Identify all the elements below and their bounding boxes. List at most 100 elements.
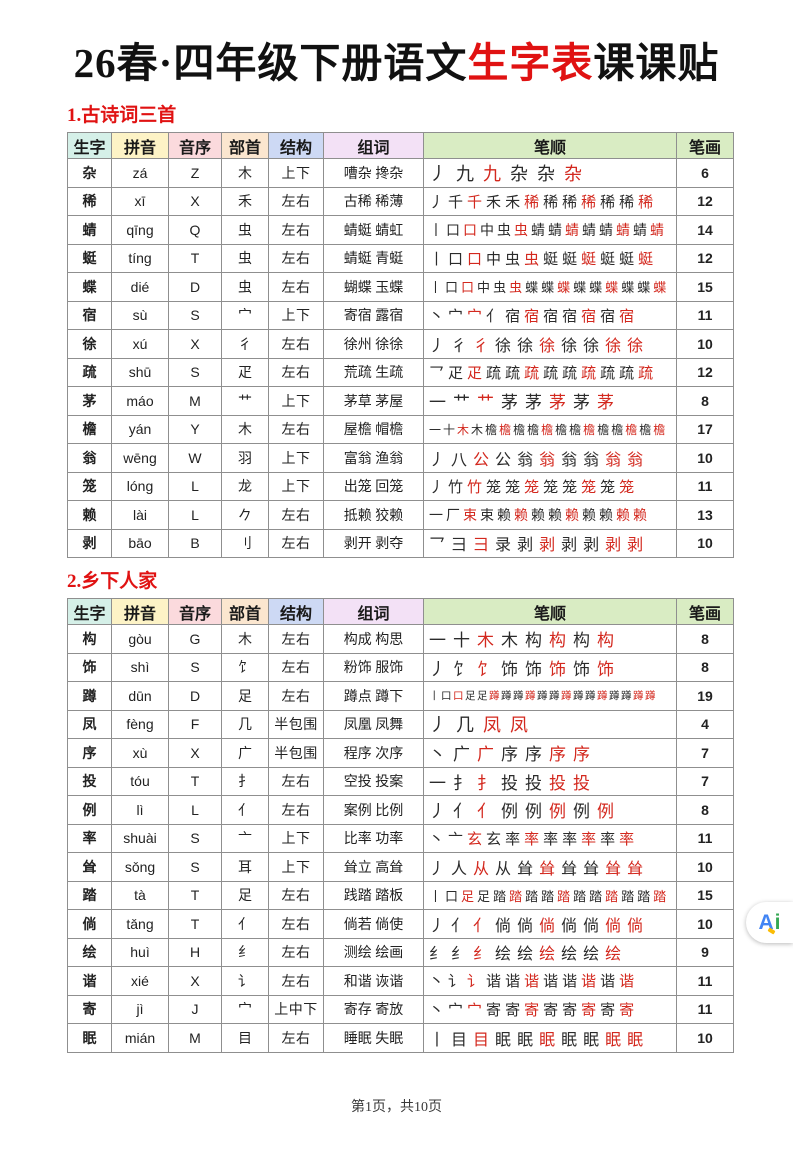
words-cell: 案例 比例	[323, 795, 424, 825]
stroke-glyph: 亻	[477, 802, 494, 822]
stroke-glyph: 千	[467, 194, 483, 211]
radical-cell: 宀	[221, 300, 269, 330]
stroke-order-glyphs: 乛彐彐录剥剥剥剥剥剥	[425, 531, 676, 555]
stroke-glyph: 口	[461, 280, 475, 296]
stroke-glyph: 徐	[561, 337, 578, 355]
stroke-glyph: 彐	[473, 537, 490, 555]
stroke-glyph: 蜻	[650, 223, 664, 239]
stroke-glyph: 广	[477, 745, 494, 765]
column-header-pinyin: 拼音	[111, 598, 169, 625]
stroke-glyph: 赖	[633, 508, 647, 524]
stroke-glyph: 疋	[467, 365, 483, 382]
stroke-glyph: 檐	[513, 422, 526, 437]
char-cell: 投	[67, 766, 112, 796]
column-header-char: 生字	[67, 598, 112, 625]
char-cell: 饰	[67, 652, 112, 682]
stroke-glyph: 疏	[581, 365, 597, 382]
stroke-glyph: 徐	[517, 337, 534, 355]
words-cell: 茅草 茅屋	[323, 386, 424, 416]
stroke-glyph: 足	[461, 888, 475, 904]
stroke-glyph: 倘	[539, 917, 556, 935]
structure-cell: 上下	[268, 158, 324, 188]
char-cell: 茅	[67, 386, 112, 416]
table-row: 绘 huì H 纟左右 测绘 绘画纟纟纟绘绘绘绘绘绘 9	[67, 937, 734, 967]
structure-cell: 上下	[268, 471, 324, 501]
stroke-glyph: 艹	[453, 393, 470, 413]
initial-cell: D	[168, 272, 222, 302]
column-header-stroke-count: 笔画	[676, 598, 734, 625]
table-row: 倘 tǎng T 亻左右 倘若 倘使丿亻亻倘倘倘倘倘倘倘 10	[67, 909, 734, 939]
words-cell: 蜻蜓 蜻虹	[323, 215, 424, 245]
stroke-glyph: 踏	[605, 888, 619, 904]
stroke-glyph: 饰	[597, 659, 614, 679]
stroke-glyph: 蜓	[562, 251, 578, 268]
stroke-glyph: 饰	[549, 659, 566, 679]
char-cell: 蜓	[67, 243, 112, 273]
character-table: 生字 拼音 音序 部首 结构 组词 笔顺 笔画构 gòu G 木左右 构成 构思一十木木构构构构 8 饰 s…	[67, 598, 734, 1053]
structure-cell: 上下	[268, 386, 324, 416]
stroke-glyph: 茅	[501, 393, 518, 413]
stroke-glyph: 眠	[627, 1031, 644, 1049]
table-row: 翁 wēng W 羽上下 富翁 渔翁丿八公公翁翁翁翁翁翁 10	[67, 443, 734, 473]
stroke-glyph: 檐	[625, 422, 638, 437]
column-header-stroke-order: 笔顺	[423, 132, 677, 159]
stroke-glyph: 宿	[524, 308, 540, 325]
stroke-glyph: 檐	[639, 422, 652, 437]
stroke-glyph: 疏	[524, 365, 540, 382]
stroke-glyph: 丿	[429, 802, 446, 822]
pinyin-cell: lài	[111, 500, 169, 530]
count-cell: 11	[676, 471, 734, 501]
stroke-glyph: 饰	[573, 659, 590, 679]
stroke-glyph: 蜻	[531, 223, 545, 239]
table-row: 踏 tà T 足左右 践踏 踏板丨口足足踏踏踏踏踏踏踏踏踏踏踏 15	[67, 880, 734, 910]
page-title-suffix: 课课贴	[593, 40, 720, 86]
stroke-glyph: 寄	[524, 1002, 540, 1019]
stroke-glyph: 蝶	[637, 280, 651, 296]
stroke-glyph: 眠	[561, 1031, 578, 1049]
stroke-order-glyphs: 一艹艹茅茅茅茅茅	[425, 388, 676, 413]
stroke-glyph: 序	[549, 745, 566, 765]
table-row: 宿 sù S 宀上下 寄宿 露宿丶宀宀亻宿宿宿宿宿宿宿 11	[67, 300, 734, 330]
words-cell: 和谐 诙谐	[323, 966, 424, 996]
stroke-glyph: 疏	[505, 365, 521, 382]
structure-cell: 左右	[268, 795, 324, 825]
column-header-char: 生字	[67, 132, 112, 159]
stroke-glyph: 眠	[517, 1031, 534, 1049]
column-header-initial: 音序	[168, 598, 222, 625]
initial-cell: G	[168, 624, 222, 654]
structure-cell: 左右	[268, 500, 324, 530]
count-cell: 10	[676, 1023, 734, 1053]
pinyin-cell: wēng	[111, 443, 169, 473]
structure-cell: 左右	[268, 186, 324, 216]
stroke-glyph: 寄	[505, 1002, 521, 1019]
stroke-order-sequence: 丿人从从耸耸耸耸耸耸	[423, 852, 677, 882]
stroke-glyph: 茅	[597, 393, 614, 413]
count-cell: 6	[676, 158, 734, 188]
stroke-glyph: 蹲	[525, 691, 536, 703]
stroke-glyph: 禾	[486, 194, 502, 211]
stroke-glyph: 稀	[638, 194, 654, 211]
stroke-glyph: 檐	[583, 422, 596, 437]
pinyin-cell: shū	[111, 357, 169, 387]
structure-cell: 左右	[268, 652, 324, 682]
pinyin-cell: tà	[111, 880, 169, 910]
stroke-glyph: 茅	[549, 393, 566, 413]
stroke-order-glyphs: 丿八公公翁翁翁翁翁翁	[425, 446, 676, 470]
stroke-order-glyphs: 一十木木檐檐檐檐檐檐檐檐檐檐檐檐檐	[425, 421, 676, 438]
section-title: 2.乡下人家	[67, 571, 158, 592]
stroke-glyph: 檐	[541, 422, 554, 437]
stroke-glyph: 谐	[505, 974, 521, 991]
stroke-glyph: 宿	[505, 308, 521, 325]
stroke-order-sequence: 丶广广序序序序	[423, 738, 677, 768]
table-row: 蝶 dié D 虫左右 蝴蝶 玉蝶丨口口中虫虫蝶蝶蝶蝶蝶蝶蝶蝶蝶 15	[67, 272, 734, 302]
table-row: 构 gòu G 木左右 构成 构思一十木木构构构构 8	[67, 624, 734, 654]
pinyin-cell: máo	[111, 386, 169, 416]
initial-cell: X	[168, 186, 222, 216]
sections-container: 1.古诗词三首 生字 拼音 音序 部首 结构 组词 笔顺 笔画杂 zá Z 木上下 嘈杂 搀杂丿九九杂杂…	[0, 100, 793, 1053]
initial-cell: J	[168, 994, 222, 1024]
stroke-glyph: 彐	[451, 537, 468, 555]
char-cell: 宿	[67, 300, 112, 330]
pinyin-cell: fèng	[111, 709, 169, 739]
stroke-glyph: 疏	[562, 365, 578, 382]
